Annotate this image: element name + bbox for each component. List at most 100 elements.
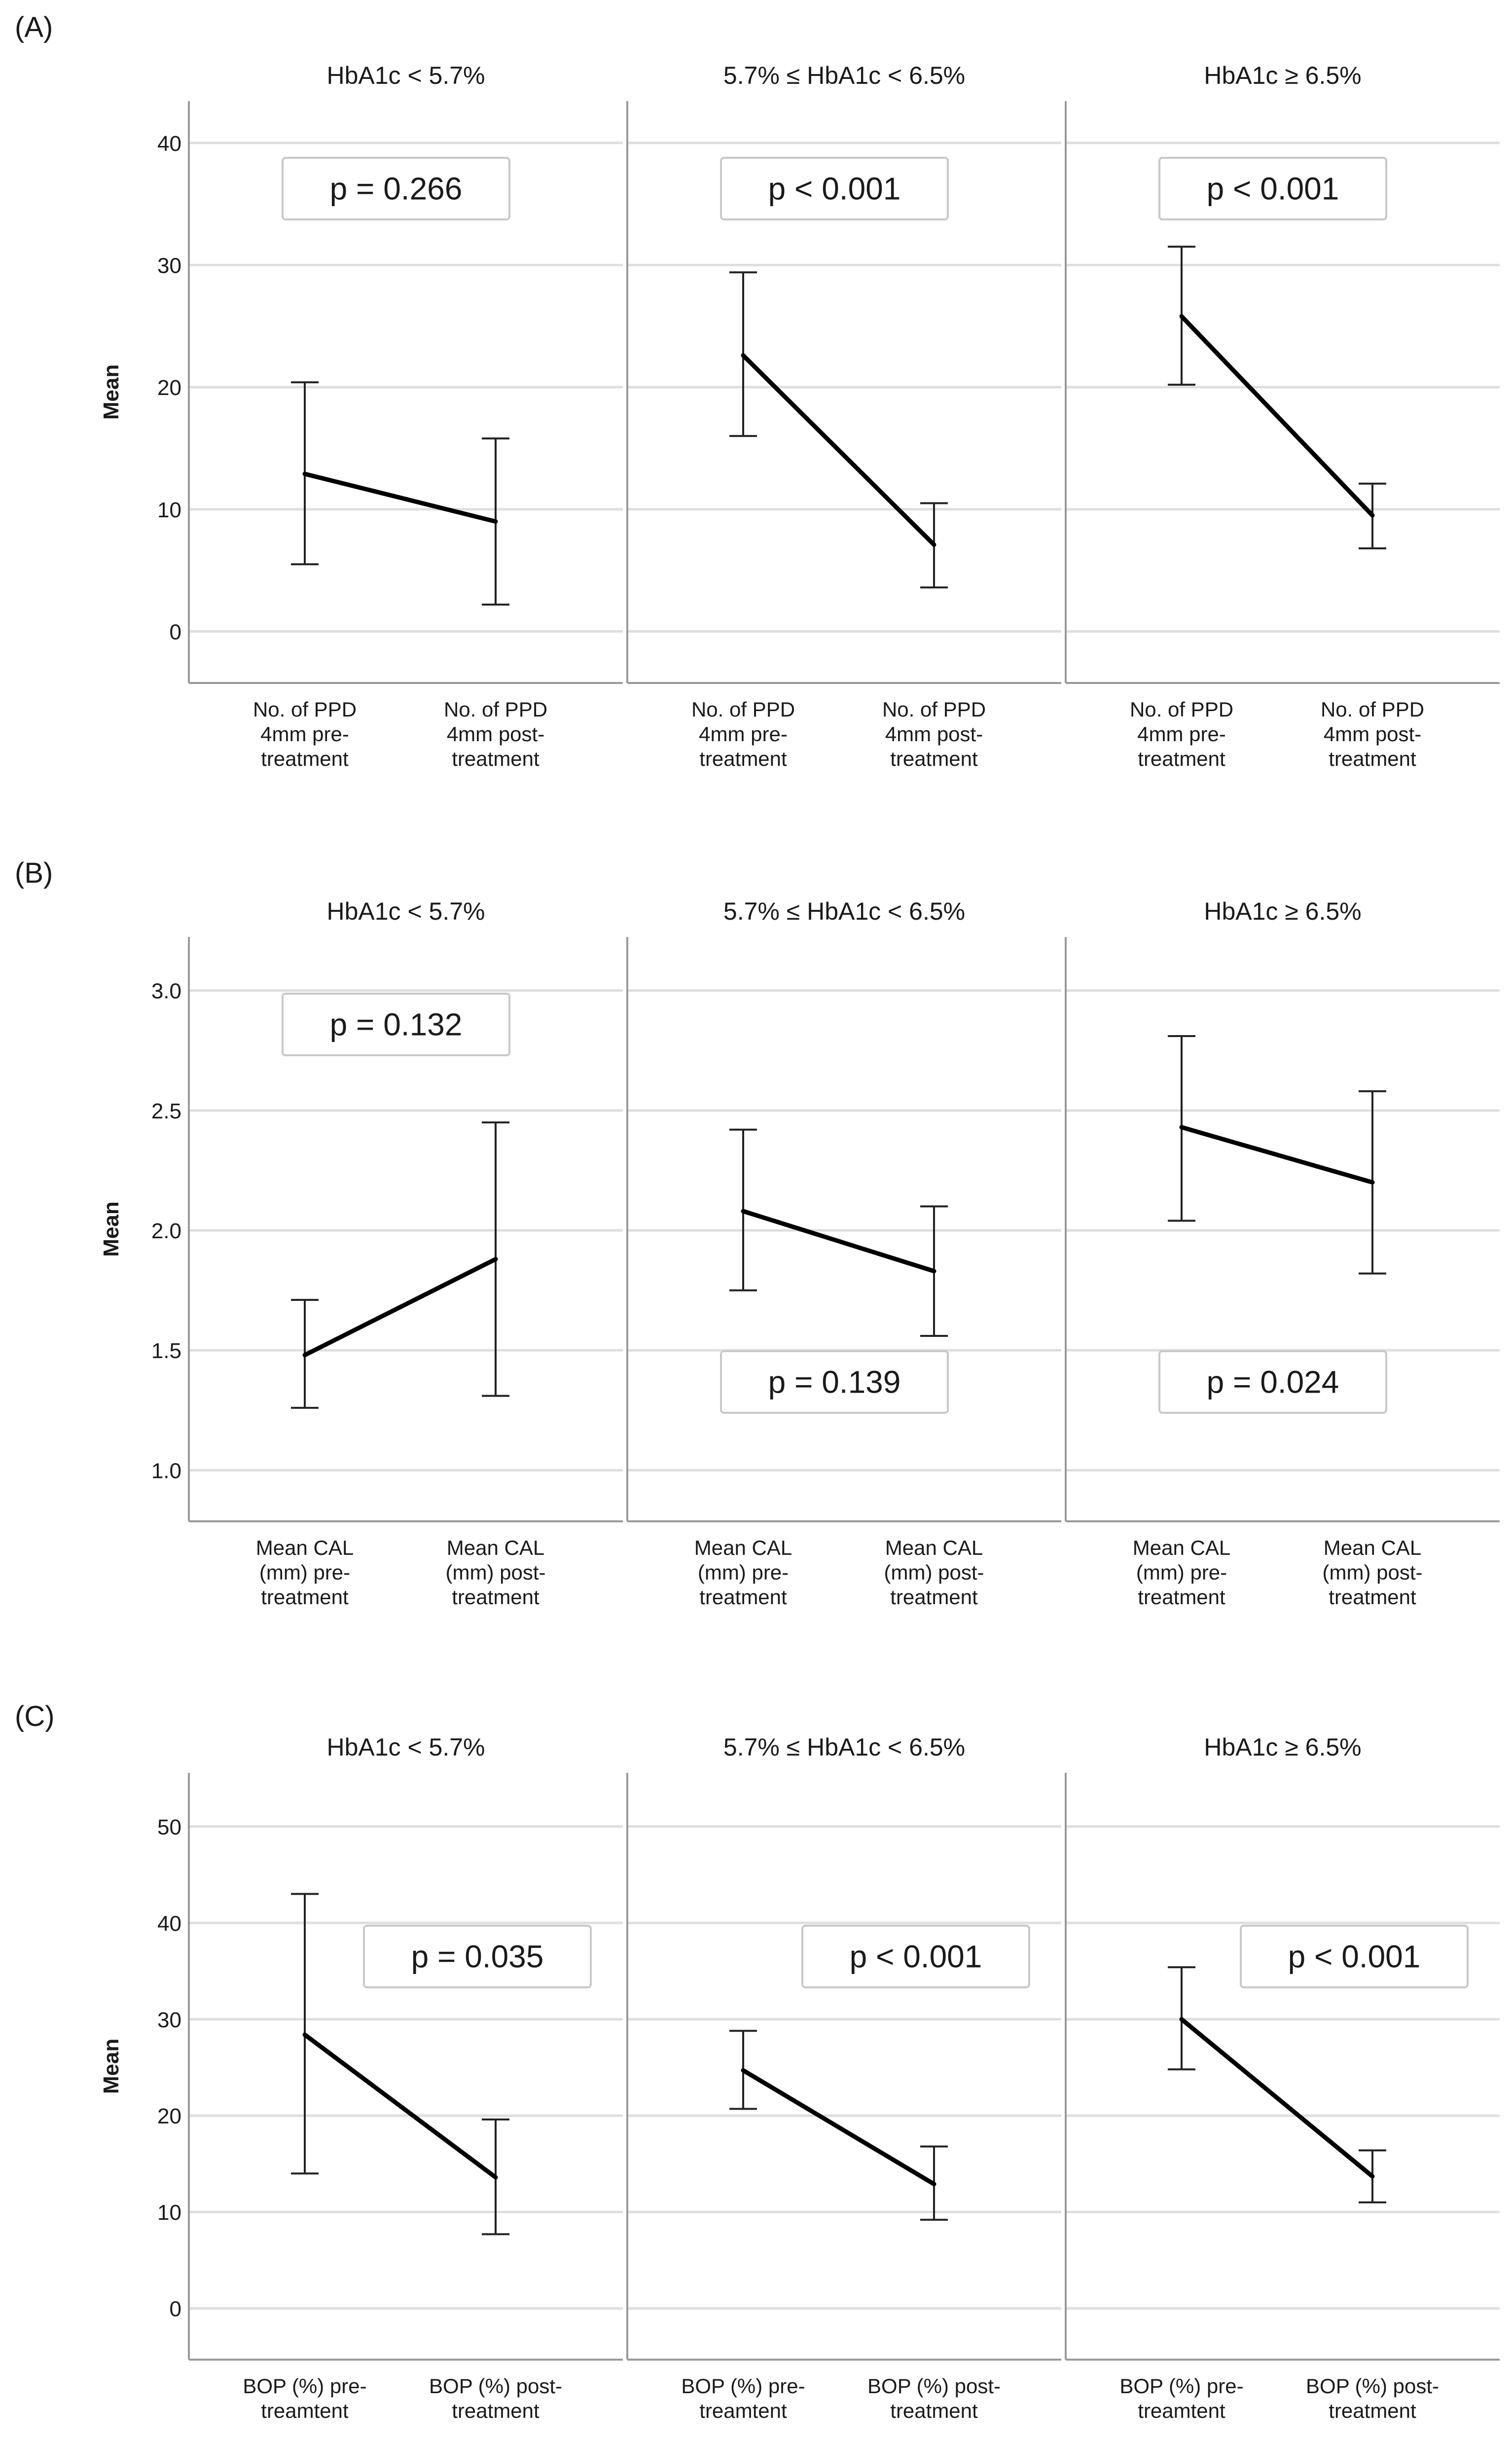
y-tick-label: 10: [157, 2201, 181, 2225]
mean-line: [1179, 1125, 1375, 1185]
p-value-text: p < 0.001: [1207, 171, 1339, 207]
mean-point: [495, 2177, 496, 2178]
panel-b-subplot-2: 5.7% ≤ HbA1c < 6.5% Mean CAL (mm) pre-trea…: [626, 897, 1061, 1609]
x-category-label: No. of PPD 4mm post-treatment: [1321, 698, 1424, 770]
panel-a: (A) Mean 0 10 20 30 40 HbA1c < 5.7% No. of PPD 4m…: [15, 11, 1500, 770]
panel-b: (B) Mean 1.0 1.5 2.0 2.5 3.0 HbA1c < 5.7% Mean C…: [15, 857, 1500, 1609]
x-category-label: No. of PPD 4mm pre-treatment: [691, 698, 795, 770]
mean-point: [1372, 2176, 1373, 2177]
mean-line: [1179, 314, 1375, 518]
y-tick-label: 2.5: [151, 1099, 181, 1123]
subplot-title: HbA1c ≥ 6.5%: [1204, 62, 1361, 89]
x-category-label: BOP (%) pre-treamtent: [1119, 2374, 1243, 2422]
x-category-label: Mean CAL (mm) post-treatment: [884, 1536, 984, 1609]
subplot-title: 5.7% ≤ HbA1c < 6.5%: [723, 1733, 965, 1761]
p-value-box: p < 0.001: [720, 157, 949, 220]
mean-point: [1181, 316, 1182, 317]
mean-point: [1181, 2018, 1182, 2020]
mean-point: [1372, 515, 1373, 516]
x-category-label: Mean CAL (mm) pre-treatment: [256, 1536, 354, 1609]
x-category-label: Mean CAL (mm) post-treatment: [446, 1536, 546, 1609]
mean-line: [741, 1209, 936, 1274]
subplot-title: HbA1c < 5.7%: [326, 1733, 485, 1761]
panel-label: (B): [15, 857, 53, 889]
y-tick-label: 50: [157, 1815, 181, 1839]
y-tick-label: 40: [157, 132, 181, 156]
y-tick-label: 0: [170, 620, 181, 644]
p-value-box: p = 0.266: [282, 157, 510, 220]
x-category-label: Mean CAL (mm) pre-treatment: [694, 1536, 792, 1609]
y-tick-label: 30: [157, 253, 181, 278]
x-category-label: No. of PPD 4mm pre-treatment: [1130, 698, 1233, 770]
x-category-label: BOP (%) post-treatment: [867, 2374, 1001, 2422]
p-value-text: p < 0.001: [768, 171, 901, 207]
y-tick-label: 40: [157, 1911, 181, 1936]
mean-point: [934, 2184, 935, 2185]
subplot-title: 5.7% ≤ HbA1c < 6.5%: [723, 897, 965, 925]
y-tick-label: 10: [157, 498, 181, 522]
panel-c-subplot-1: HbA1c < 5.7% BOP (%) pre-treamtent BOP (%)…: [188, 1733, 623, 2422]
x-category-label: No. of PPD 4mm post-treatment: [444, 698, 547, 770]
panel-b-subplot-1: HbA1c < 5.7% Mean CAL (mm) pre-treatment Me…: [188, 897, 623, 1609]
mean-point: [1181, 1126, 1182, 1128]
subplot-title: HbA1c ≥ 6.5%: [1204, 1733, 1361, 1761]
panel-label: (C): [15, 1700, 55, 1732]
y-axis-label: Mean: [99, 1201, 123, 1256]
mean-point: [743, 355, 744, 356]
mean-point: [1372, 1182, 1373, 1183]
p-value-box: p = 0.035: [363, 1925, 592, 1988]
y-axis-label: Mean: [99, 364, 123, 420]
y-tick-label: 3.0: [151, 979, 181, 1004]
x-category-label: BOP (%) post-treatment: [429, 2374, 562, 2422]
mean-line: [302, 1256, 498, 1358]
p-value-box: p = 0.024: [1158, 1350, 1387, 1414]
p-value-box: p < 0.001: [1158, 157, 1387, 220]
x-category-label: BOP (%) post-treatment: [1306, 2374, 1439, 2422]
x-category-label: No. of PPD 4mm post-treatment: [882, 698, 986, 770]
panel-b-subplot-3: HbA1c ≥ 6.5% Mean CAL (mm) pre-treatment Me…: [1065, 897, 1500, 1609]
p-value-box: p = 0.132: [282, 993, 510, 1056]
y-tick-label: 1.5: [151, 1339, 181, 1363]
p-value-box: p < 0.001: [1240, 1925, 1469, 1988]
mean-line: [302, 2032, 498, 2180]
panel-c-subplot-3: HbA1c ≥ 6.5% BOP (%) pre-treamtent BOP (%)…: [1065, 1733, 1500, 2422]
y-tick-label: 20: [157, 376, 181, 400]
subplot-title: 5.7% ≤ HbA1c < 6.5%: [723, 62, 965, 89]
panel-a-subplot-3: HbA1c ≥ 6.5% No. of PPD 4mm pre-treatment N…: [1065, 62, 1500, 770]
p-value-box: p < 0.001: [801, 1925, 1030, 1988]
p-value-text: p < 0.001: [1288, 1939, 1421, 1974]
panel-a-subplot-1: HbA1c < 5.7% No. of PPD 4mm pre-treatment N…: [188, 62, 623, 770]
p-value-box: p = 0.139: [720, 1350, 949, 1414]
mean-point: [495, 1258, 496, 1260]
mean-line: [302, 471, 498, 524]
p-value-text: p = 0.035: [411, 1939, 544, 1974]
x-category-label: Mean CAL (mm) pre-treatment: [1133, 1536, 1230, 1609]
panel-c: (C) Mean 0 10 20 30 40 50 HbA1c < 5.7% BOP (%) pr…: [15, 1700, 1500, 2422]
mean-point: [495, 521, 496, 522]
y-tick-label: 1.0: [151, 1459, 181, 1483]
mean-line: [741, 2068, 936, 2187]
mean-point: [304, 1354, 305, 1356]
mean-line: [741, 353, 936, 547]
p-value-text: p < 0.001: [850, 1939, 982, 1974]
mean-point: [934, 1270, 935, 1272]
x-category-label: BOP (%) pre-treamtent: [243, 2374, 366, 2422]
y-tick-label: 2.0: [151, 1219, 181, 1243]
p-value-text: p = 0.266: [330, 171, 463, 207]
panel-label: (A): [15, 11, 53, 43]
mean-point: [743, 2070, 744, 2071]
subplot-title: HbA1c < 5.7%: [326, 897, 485, 925]
mean-point: [304, 473, 305, 474]
subplot-title: HbA1c ≥ 6.5%: [1204, 897, 1361, 925]
mean-point: [743, 1211, 744, 1212]
mean-point: [934, 544, 935, 545]
subplot-title: HbA1c < 5.7%: [326, 62, 485, 89]
p-value-text: p = 0.024: [1207, 1364, 1339, 1400]
p-value-text: p = 0.139: [768, 1364, 901, 1400]
x-category-label: Mean CAL (mm) post-treatment: [1323, 1536, 1423, 1609]
mean-point: [304, 2034, 305, 2036]
x-category-label: BOP (%) pre-treamtent: [681, 2374, 805, 2422]
panel-a-subplot-2: 5.7% ≤ HbA1c < 6.5% No. of PPD 4mm pre-tre…: [626, 62, 1061, 770]
y-tick-label: 20: [157, 2104, 181, 2128]
